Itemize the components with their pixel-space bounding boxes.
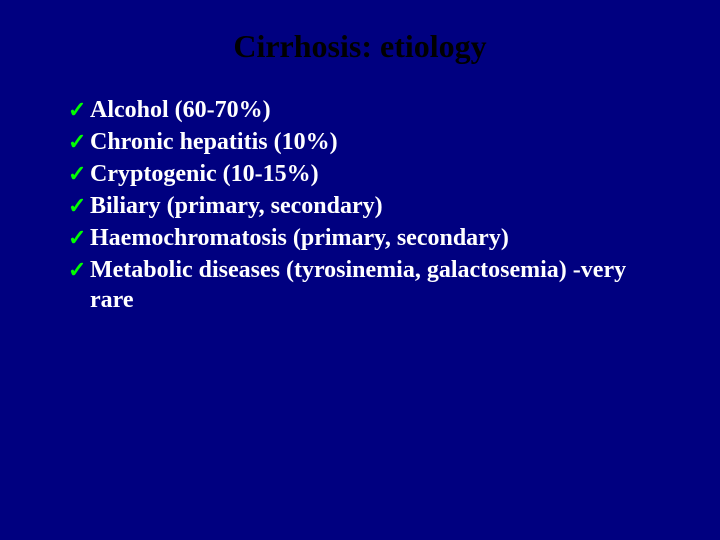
slide: Cirrhosis: etiology ✓ Alcohol (60-70%) ✓… [0, 0, 720, 540]
check-icon: ✓ [68, 224, 90, 252]
check-icon: ✓ [68, 256, 90, 284]
list-item: ✓ Metabolic diseases (tyrosinemia, galac… [68, 255, 668, 315]
bullet-label: Chronic hepatitis (10%) [90, 127, 338, 157]
bullet-label: Haemochromatosis (primary, secondary) [90, 223, 509, 253]
check-icon: ✓ [68, 128, 90, 156]
bullet-label: Biliary (primary, secondary) [90, 191, 383, 221]
check-icon: ✓ [68, 192, 90, 220]
list-item: ✓ Chronic hepatitis (10%) [68, 127, 668, 157]
slide-title: Cirrhosis: etiology [0, 28, 720, 65]
check-icon: ✓ [68, 96, 90, 124]
check-icon: ✓ [68, 160, 90, 188]
list-item: ✓ Haemochromatosis (primary, secondary) [68, 223, 668, 253]
bullet-list: ✓ Alcohol (60-70%) ✓ Chronic hepatitis (… [68, 95, 668, 317]
list-item: ✓ Cryptogenic (10-15%) [68, 159, 668, 189]
list-item: ✓ Alcohol (60-70%) [68, 95, 668, 125]
bullet-label: Alcohol (60-70%) [90, 95, 271, 125]
bullet-label: Cryptogenic (10-15%) [90, 159, 319, 189]
list-item: ✓ Biliary (primary, secondary) [68, 191, 668, 221]
bullet-label: Metabolic diseases (tyrosinemia, galacto… [90, 255, 668, 315]
